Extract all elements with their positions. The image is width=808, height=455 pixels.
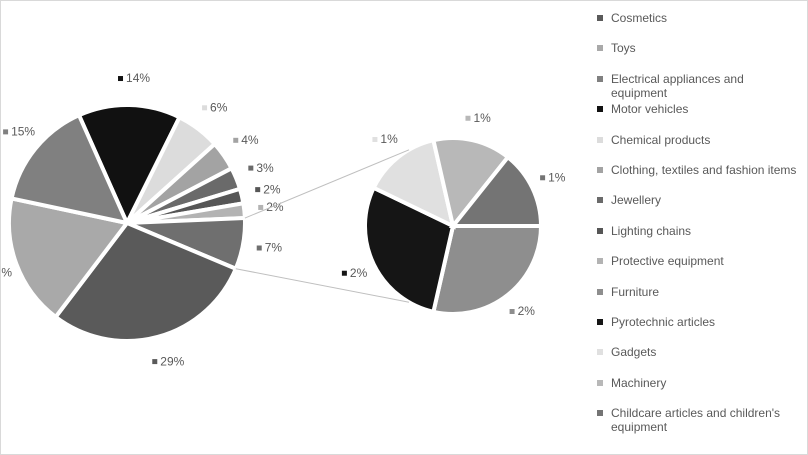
legend-label: Jewellery — [611, 193, 662, 208]
legend-entry: Toys — [597, 41, 797, 55]
legend-entry: Pyrotechnic articles — [597, 315, 797, 329]
pie-slice — [76, 103, 183, 228]
data-label: 1% — [473, 111, 491, 125]
legend-label: Gadgets — [611, 345, 657, 360]
legend-entry: Lighting chains — [597, 224, 797, 238]
label-marker — [372, 136, 378, 142]
legend-label: Pyrotechnic articles — [611, 315, 716, 329]
legend-marker — [597, 410, 603, 417]
legend-label: Motor vehicles — [611, 102, 689, 117]
pie-slice — [371, 137, 456, 230]
label-marker — [202, 105, 208, 111]
legend-marker — [597, 227, 603, 234]
data-label: 3% — [256, 161, 274, 175]
connector-line — [244, 149, 410, 219]
legend-marker — [597, 258, 603, 265]
legend-label: Machinery — [611, 375, 667, 390]
legend-marker — [597, 45, 603, 52]
legend-entry: Gadgets — [597, 345, 797, 359]
legend-marker — [597, 75, 603, 82]
label-marker — [341, 270, 347, 276]
legend-label: Chemical products — [611, 132, 711, 147]
pie-slice — [448, 154, 544, 228]
legend-entry: Jewellery — [597, 193, 797, 207]
legend-entry: Electrical appliances and equipment — [597, 72, 797, 100]
legend-entry: Childcare articles and children's equipm… — [597, 406, 797, 434]
legend-marker — [597, 349, 603, 356]
legend-marker — [597, 136, 603, 143]
data-label: 2% — [263, 182, 281, 196]
data-label: 1% — [380, 132, 398, 146]
label-marker — [255, 187, 261, 193]
pie-slice — [363, 185, 456, 315]
data-label: 2% — [518, 304, 536, 318]
label-marker — [152, 359, 158, 365]
pie-slice — [431, 224, 544, 316]
legend-entry: Cosmetics — [597, 11, 797, 25]
legend-entry: Furniture — [597, 285, 797, 299]
legend-marker — [597, 106, 603, 113]
legend-label: Childcare articles and children's equipm… — [611, 406, 781, 435]
pie-slice — [52, 220, 239, 343]
legend-label: Lighting chains — [611, 223, 692, 238]
legend-marker — [597, 379, 603, 386]
legend-marker — [597, 15, 603, 21]
legend-label: Electrical appliances and equipment — [611, 71, 744, 100]
pie-slice — [431, 136, 511, 231]
legend-marker — [597, 197, 603, 204]
data-label: 14% — [126, 71, 150, 85]
legend-entry: Chemical products — [597, 133, 797, 147]
data-label: 29% — [160, 354, 184, 368]
legend-entry: Protective equipment — [597, 254, 797, 268]
label-marker — [540, 175, 546, 181]
legend-marker — [597, 319, 603, 325]
label-marker — [256, 245, 262, 251]
connector-line — [235, 268, 410, 303]
data-label: 7% — [265, 241, 283, 255]
legend-entry: Motor vehicles — [597, 102, 797, 116]
legend-entry: Machinery — [597, 376, 797, 390]
label-marker — [3, 129, 9, 135]
legend-label: Protective equipment — [611, 254, 724, 269]
data-label: 2% — [350, 266, 368, 280]
data-label: 6% — [210, 100, 228, 114]
data-label: 4% — [241, 133, 259, 147]
pie-slice — [9, 112, 131, 226]
legend-label: Toys — [611, 41, 636, 56]
label-marker — [233, 137, 239, 143]
label-marker — [509, 309, 515, 315]
legend-entry: Clothing, textiles and fashion items — [597, 163, 797, 177]
data-label: 2% — [266, 200, 284, 214]
label-marker — [118, 76, 124, 82]
legend-marker — [597, 167, 603, 173]
data-label: 1% — [548, 170, 566, 184]
legend-label: Clothing, textiles and fashion items — [611, 163, 797, 177]
label-marker — [248, 165, 254, 171]
legend-label: Cosmetics — [611, 11, 668, 25]
label-marker — [465, 115, 471, 121]
label-marker — [258, 204, 264, 210]
legend-marker — [597, 288, 603, 295]
legend-label: Furniture — [611, 284, 660, 299]
data-label: 15% — [11, 125, 35, 139]
data-label: 18% — [1, 265, 12, 279]
pie-slice — [7, 196, 131, 320]
